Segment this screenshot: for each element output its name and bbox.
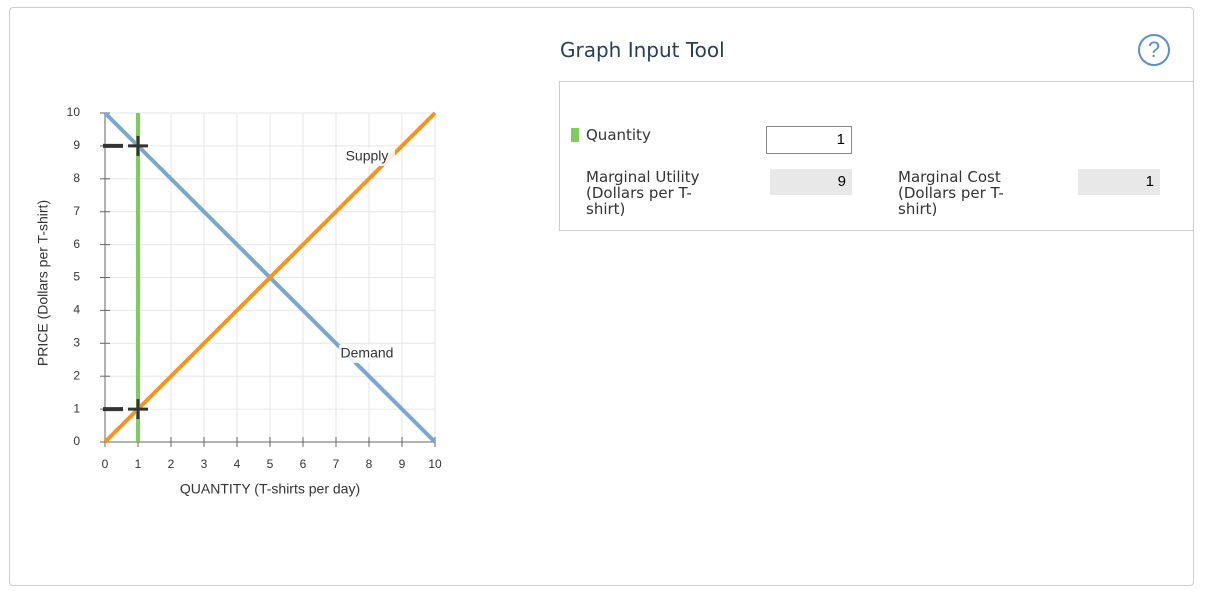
label-bg — [339, 148, 395, 166]
y-tick-label: 5 — [73, 270, 80, 284]
y-tick-label: 8 — [73, 171, 80, 185]
label-bg — [339, 345, 395, 363]
x-tick-label: 6 — [300, 457, 307, 471]
quantity-label: Quantity — [586, 126, 651, 144]
y-tick-label: 2 — [73, 368, 80, 382]
y-tick-label: 3 — [73, 335, 80, 349]
x-tick-label: 10 — [428, 457, 442, 471]
y-tick-label: 6 — [73, 237, 80, 251]
input-panel: Quantity 1 Marginal Utility (Dollars per… — [559, 81, 1194, 231]
tool-title: Graph Input Tool — [560, 38, 725, 62]
x-tick-label: 7 — [333, 457, 340, 471]
y-tick-label: 1 — [73, 401, 80, 415]
series-label: Demand — [341, 345, 394, 361]
quantity-input[interactable]: 1 — [766, 126, 852, 154]
mu-value: 9 — [770, 169, 852, 195]
y-tick-label: 7 — [73, 204, 80, 218]
x-tick-label: 4 — [234, 457, 241, 471]
quantity-swatch — [571, 128, 579, 142]
y-tick-label: 10 — [67, 105, 81, 119]
x-tick-label: 3 — [201, 457, 208, 471]
mc-label: Marginal Cost (Dollars per T-shirt) — [898, 168, 1004, 218]
y-axis-label: PRICE (Dollars per T-shirt) — [35, 200, 51, 366]
x-tick-label: 1 — [135, 457, 142, 471]
point-handle — [103, 135, 148, 156]
x-tick-label: 0 — [102, 457, 109, 471]
mu-label: Marginal Utility (Dollars per T-shirt) — [586, 168, 700, 218]
y-tick-label: 9 — [73, 138, 80, 152]
series-line — [103, 111, 437, 444]
frame — [9, 7, 1194, 586]
x-tick-label: 9 — [399, 457, 406, 471]
x-axis-label: QUANTITY (T-shirts per day) — [180, 481, 360, 497]
x-tick-label: 8 — [366, 457, 373, 471]
mc-value: 1 — [1078, 169, 1160, 195]
y-tick-label: 0 — [73, 434, 80, 448]
y-tick-label: 4 — [73, 303, 80, 317]
help-button[interactable]: ? — [1138, 34, 1170, 66]
series-label: Supply — [346, 148, 389, 164]
point-handle — [103, 399, 148, 420]
x-tick-label: 2 — [168, 457, 175, 471]
x-tick-label: 5 — [267, 457, 274, 471]
